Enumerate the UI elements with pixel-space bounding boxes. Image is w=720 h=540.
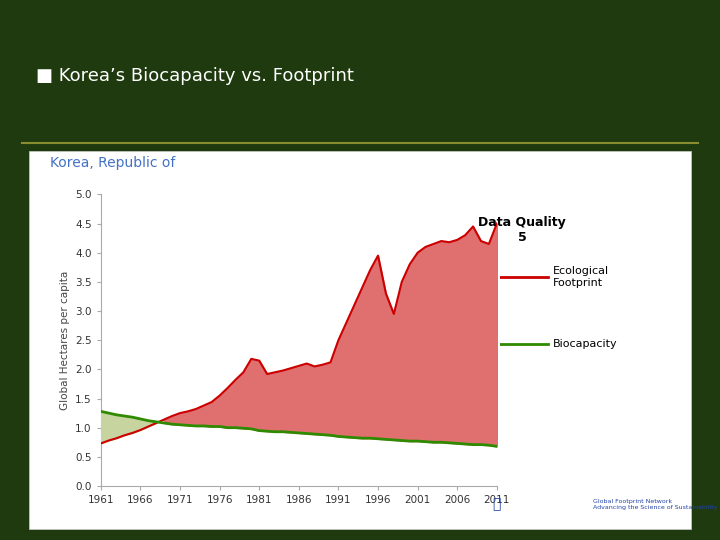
Text: Global Footprint Network
Advancing the Science of Sustainability: Global Footprint Network Advancing the S…: [593, 499, 718, 510]
Y-axis label: Global Hectares per capita: Global Hectares per capita: [60, 271, 70, 410]
Text: Korea, Republic of: Korea, Republic of: [50, 156, 176, 170]
Text: Data Quality
5: Data Quality 5: [478, 216, 566, 244]
Text: Biocapacity: Biocapacity: [553, 339, 617, 349]
Text: 🐾: 🐾: [492, 497, 501, 511]
Text: Ecological
Footprint: Ecological Footprint: [553, 266, 609, 287]
Text: ■ Korea’s Biocapacity vs. Footprint: ■ Korea’s Biocapacity vs. Footprint: [36, 66, 354, 85]
